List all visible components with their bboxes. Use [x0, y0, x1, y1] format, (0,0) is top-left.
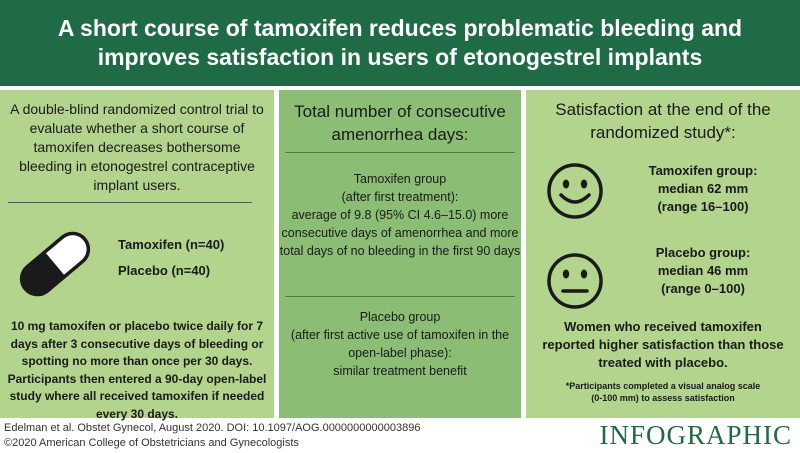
placebo-satisfaction-range: (range 0–100) [661, 281, 745, 296]
page-title: A short course of tamoxifen reduces prob… [58, 14, 742, 72]
tamoxifen-result: Tamoxifen group (after first treatment):… [279, 170, 521, 260]
tamoxifen-group-qualifier: (after first treatment): [341, 190, 459, 204]
tamoxifen-arm-label: Tamoxifen (n=40) [118, 237, 225, 252]
satisfaction-footnote: *Participants completed a visual analog … [526, 380, 800, 404]
placebo-satisfaction-median: median 46 mm [657, 263, 749, 278]
satisfaction-title: Satisfaction at the end of the randomize… [555, 100, 771, 142]
happy-face-icon [547, 163, 603, 219]
placebo-group-qualifier: (after first active use of tamoxifen in … [290, 328, 510, 360]
amenorrhea-panel: Total number of consecutive amenorrhea d… [279, 90, 521, 418]
satisfaction-panel: Satisfaction at the end of the randomize… [526, 90, 800, 418]
placebo-arm-label: Placebo (n=40) [118, 263, 211, 278]
tamoxifen-satisfaction-group: Tamoxifen group: [648, 163, 758, 178]
placebo-group-result: similar treatment benefit [333, 364, 467, 378]
tamoxifen-satisfaction: Tamoxifen group: median 62 mm (range 16–… [618, 162, 788, 216]
infographic-logo: INFOGRAPHIC [599, 420, 792, 450]
study-description: A double-blind randomized control trial … [10, 101, 264, 193]
header-banner: A short course of tamoxifen reduces prob… [0, 0, 800, 86]
title-line-1: A short course of tamoxifen reduces prob… [57, 15, 743, 41]
tamoxifen-group-heading: Tamoxifen group [353, 172, 447, 186]
pill-icon [19, 231, 91, 297]
footnote-line-2: (0-100 mm) to assess satisfaction [591, 393, 735, 403]
placebo-satisfaction: Placebo group: median 46 mm (range 0–100… [618, 244, 788, 298]
divider [285, 152, 515, 153]
satisfaction-conclusion: Women who received tamoxifen reported hi… [542, 319, 784, 370]
tamoxifen-satisfaction-range: (range 16–100) [657, 199, 749, 214]
amenorrhea-title: Total number of consecutive amenorrhea d… [294, 102, 506, 144]
title-line-2: improves satisfaction in users of etonog… [97, 44, 703, 70]
placebo-group-heading: Placebo group [359, 310, 441, 324]
tamoxifen-satisfaction-median: median 62 mm [657, 181, 749, 196]
study-design-panel: A double-blind randomized control trial … [0, 90, 274, 421]
copyright-line: ©2020 American College of Obstetricians … [4, 437, 299, 449]
tamoxifen-group-result: average of 9.8 (95% CI 4.6–15.0) more co… [279, 208, 521, 258]
citation-line-1: Edelman et al. Obstet Gynecol, August 20… [4, 422, 421, 434]
divider [285, 296, 515, 297]
divider [8, 202, 252, 203]
placebo-satisfaction-group: Placebo group: [655, 245, 751, 260]
dosing-protocol: 10 mg tamoxifen or placebo twice daily f… [7, 319, 267, 421]
citation: Edelman et al. Obstet Gynecol, August 20… [4, 421, 420, 451]
footnote-line-1: *Participants completed a visual analog … [565, 381, 761, 391]
placebo-result: Placebo group (after first active use of… [279, 308, 521, 380]
neutral-face-icon [547, 253, 603, 309]
